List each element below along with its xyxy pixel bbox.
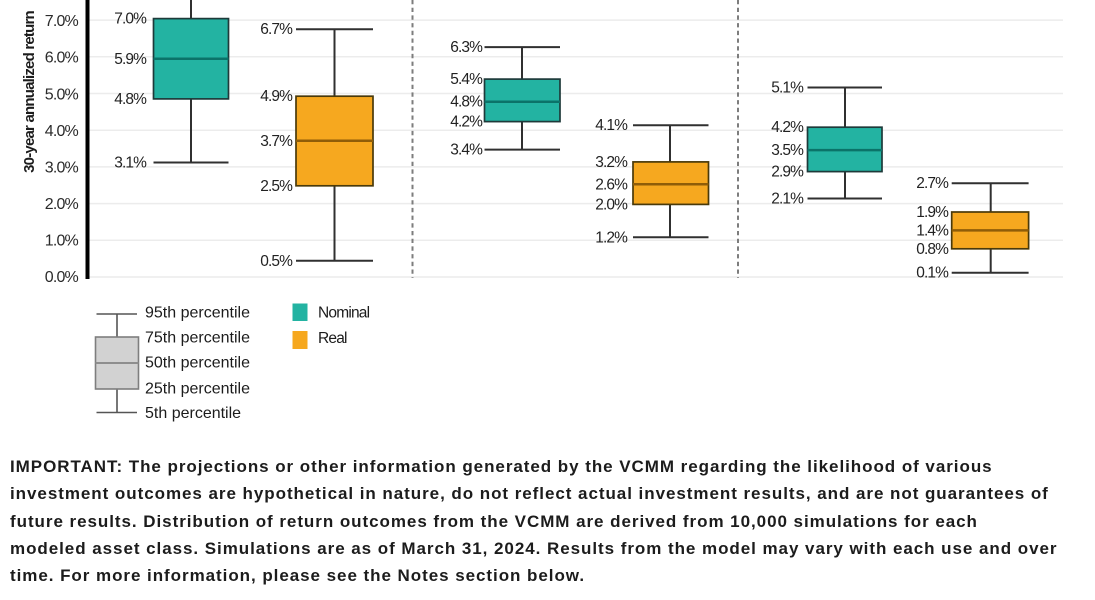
svg-text:5.9%: 5.9% bbox=[114, 51, 147, 68]
svg-text:0.0%: 0.0% bbox=[45, 269, 79, 286]
svg-text:3.1%: 3.1% bbox=[114, 155, 147, 172]
svg-text:4.1%: 4.1% bbox=[595, 117, 628, 134]
svg-text:6.3%: 6.3% bbox=[450, 39, 483, 56]
svg-text:3.2%: 3.2% bbox=[595, 154, 628, 171]
svg-text:4.9%: 4.9% bbox=[260, 88, 293, 105]
svg-text:2.5%: 2.5% bbox=[260, 178, 293, 195]
svg-text:25th percentile: 25th percentile bbox=[145, 381, 250, 398]
svg-text:2.0%: 2.0% bbox=[45, 196, 79, 213]
svg-text:6.0%: 6.0% bbox=[45, 50, 79, 67]
svg-text:0.5%: 0.5% bbox=[260, 253, 293, 270]
svg-text:5th percentile: 5th percentile bbox=[145, 405, 241, 422]
svg-text:2.1%: 2.1% bbox=[771, 191, 804, 208]
svg-text:4.2%: 4.2% bbox=[450, 114, 483, 131]
svg-text:4.8%: 4.8% bbox=[114, 91, 147, 108]
svg-text:5.0%: 5.0% bbox=[45, 86, 79, 103]
svg-text:6.7%: 6.7% bbox=[260, 21, 293, 38]
svg-text:95th percentile: 95th percentile bbox=[145, 305, 250, 322]
svg-text:4.0%: 4.0% bbox=[45, 123, 79, 140]
svg-text:7.0%: 7.0% bbox=[45, 13, 79, 30]
svg-text:5.4%: 5.4% bbox=[450, 71, 483, 88]
svg-text:30-year annualized return: 30-year annualized return bbox=[21, 11, 38, 173]
svg-text:50th percentile: 50th percentile bbox=[145, 355, 250, 372]
svg-text:5.1%: 5.1% bbox=[771, 80, 804, 97]
svg-text:3.4%: 3.4% bbox=[450, 142, 483, 159]
svg-text:7.0%: 7.0% bbox=[114, 11, 147, 28]
svg-text:4.8%: 4.8% bbox=[450, 94, 483, 111]
svg-text:1.4%: 1.4% bbox=[916, 222, 949, 239]
svg-text:1.0%: 1.0% bbox=[45, 233, 79, 250]
svg-text:2.9%: 2.9% bbox=[771, 164, 804, 181]
svg-text:2.7%: 2.7% bbox=[916, 175, 949, 192]
svg-text:0.8%: 0.8% bbox=[916, 241, 949, 258]
svg-text:1.9%: 1.9% bbox=[916, 204, 949, 221]
svg-text:Real: Real bbox=[318, 330, 347, 347]
svg-text:2.0%: 2.0% bbox=[595, 196, 628, 213]
svg-text:0.1%: 0.1% bbox=[916, 265, 949, 282]
svg-text:1.2%: 1.2% bbox=[595, 229, 628, 246]
svg-text:2.6%: 2.6% bbox=[595, 176, 628, 193]
svg-text:3.7%: 3.7% bbox=[260, 133, 293, 150]
svg-text:3.0%: 3.0% bbox=[45, 159, 79, 176]
svg-text:4.2%: 4.2% bbox=[771, 119, 804, 136]
svg-text:75th percentile: 75th percentile bbox=[145, 329, 250, 346]
svg-text:3.5%: 3.5% bbox=[771, 142, 804, 159]
svg-text:Nominal: Nominal bbox=[318, 305, 370, 322]
